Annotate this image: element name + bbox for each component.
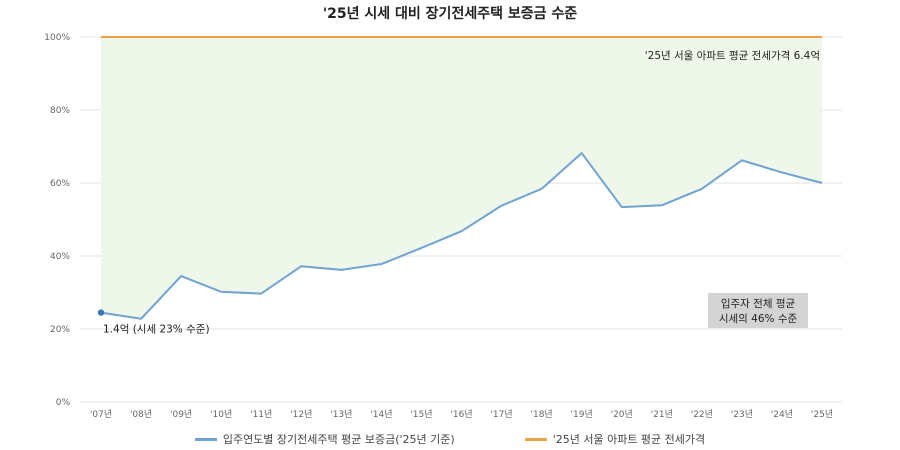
x-tick-label: '10년 [210, 409, 232, 420]
x-tick-label: '23년 [731, 409, 753, 420]
reference-line-label: '25년 서울 아파트 평균 전세가격 6.4억 [645, 49, 820, 62]
series-line-deposit [100, 152, 823, 320]
x-tick-label: '13년 [330, 409, 352, 420]
line-chart: '25년 시세 대비 장기전세주택 보증금 수준 0% 20% 40% 60% 80% 1… [44, 5, 842, 420]
x-tick-label: '07년 [90, 409, 112, 420]
y-tick-label: 0% [56, 398, 71, 408]
x-tick-label: '09년 [170, 409, 192, 420]
average-box-line1: 입주자 전체 평균 [721, 297, 796, 310]
x-tick-label: '21년 [651, 409, 673, 420]
gap-area-fill [101, 37, 822, 319]
x-tick-label: '20년 [611, 409, 633, 420]
first-point-marker [97, 309, 105, 316]
x-tick-label: '19년 [571, 409, 593, 420]
legend-item-deposit: 입주연도별 장기전세주택 평균 보증금('25년 기준) [194, 430, 455, 448]
average-box-line2: 시세의 46% 수준 [719, 313, 798, 325]
legend-item-market: '25년 서울 아파트 평균 전세가격 [524, 430, 706, 448]
legend-swatch-deposit [194, 437, 217, 441]
y-tick-label: 40% [50, 252, 70, 262]
x-tick-label: '17년 [490, 409, 512, 420]
x-tick-label: '11년 [250, 409, 272, 420]
x-tick-label: '25년 [811, 409, 833, 420]
y-tick-label: 100% [44, 33, 70, 43]
x-tick-label: '24년 [771, 409, 793, 420]
x-tick-label: '22년 [691, 409, 713, 420]
x-tick-label: '08년 [130, 409, 152, 420]
legend: 입주연도별 장기전세주택 평균 보증금('25년 기준) '25년 서울 아파트… [0, 430, 900, 448]
y-tick-label: 80% [50, 106, 70, 116]
x-axis-ticks: '07년 '08년 '09년 '10년 '11년 '12년 '13년 '14년 '15년 '16년… [90, 409, 833, 420]
y-axis-ticks: 0% 20% 40% 60% 80% 100% [44, 33, 70, 408]
x-tick-label: '18년 [531, 409, 553, 420]
x-tick-label: '12년 [290, 409, 312, 420]
legend-label-market: '25년 서울 아파트 평균 전세가격 [552, 433, 706, 446]
average-box [708, 293, 808, 328]
x-tick-label: '15년 [410, 409, 432, 420]
chart-title: '25년 시세 대비 장기전세주택 보증금 수준 [323, 5, 577, 22]
x-tick-label: '16년 [450, 409, 472, 420]
legend-label-deposit: 입주연도별 장기전세주택 평균 보증금('25년 기준) [222, 433, 455, 446]
first-point-label: 1.4억 (시세 23% 수준) [103, 324, 210, 336]
legend-swatch-market [524, 437, 547, 441]
y-tick-label: 60% [50, 179, 70, 189]
x-tick-label: '14년 [370, 409, 392, 420]
series-layer [97, 36, 823, 320]
y-tick-label: 20% [50, 325, 70, 335]
